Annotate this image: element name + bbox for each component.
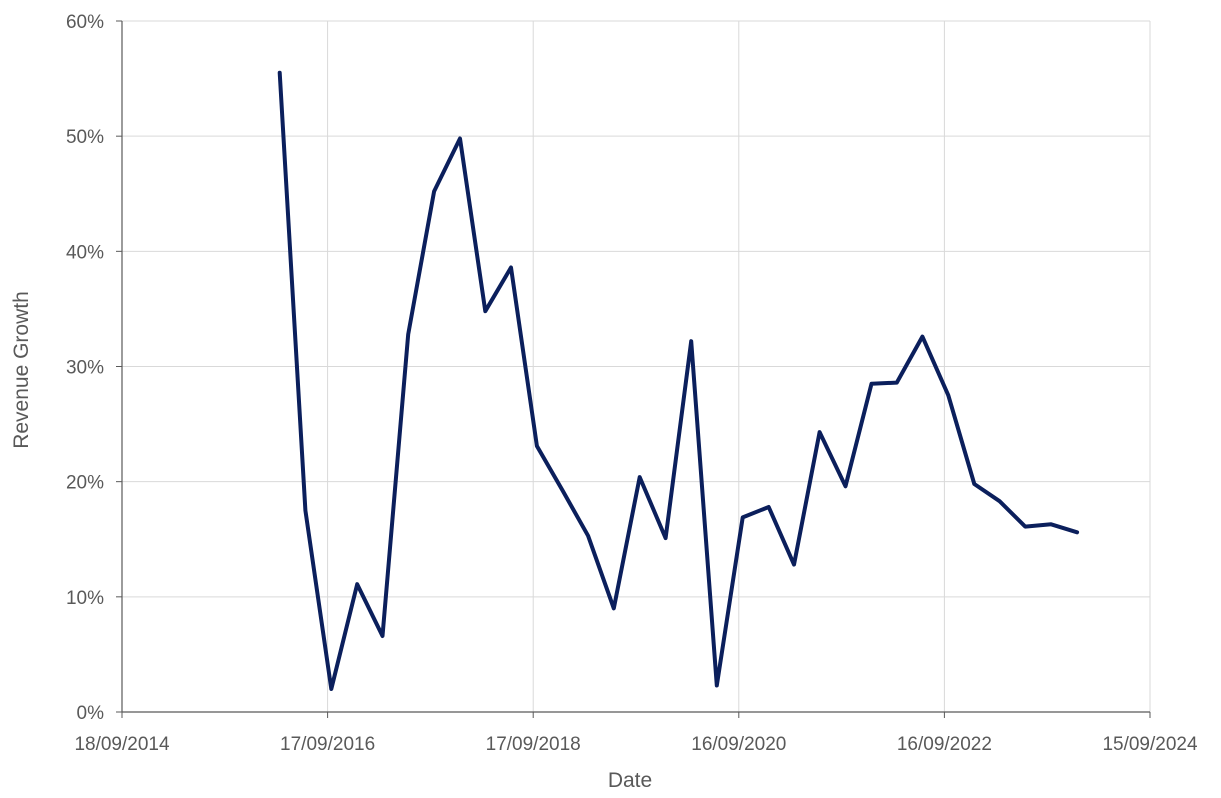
y-tick-label: 20% (66, 473, 104, 494)
x-tick-label: 17/09/2016 (280, 734, 375, 755)
x-axis-title: Date (608, 769, 652, 792)
y-tick-label: 30% (66, 358, 104, 379)
x-tick-label: 15/09/2024 (1102, 734, 1198, 755)
y-tick-label: 40% (66, 242, 104, 263)
grid-lines (122, 20, 1151, 712)
series-layer (277, 70, 1080, 691)
y-axis-title: Revenue Growth (10, 291, 33, 449)
y-tick-label: 0% (77, 703, 105, 724)
y-tick-label: 10% (66, 588, 104, 609)
x-tick-label: 16/09/2020 (691, 734, 786, 755)
x-tick-label: 17/09/2018 (486, 734, 581, 755)
axes (116, 20, 1151, 718)
tick-labels: 0% 10% 20% 30% 40% 50% 60% 18/09/2014 17/09/2016… (66, 12, 1198, 755)
y-tick-label: 60% (66, 12, 104, 33)
x-tick-label: 18/09/2014 (74, 734, 170, 755)
series-line (277, 70, 1080, 691)
x-tick-label: 16/09/2022 (897, 734, 992, 755)
y-tick-label: 50% (66, 127, 104, 148)
